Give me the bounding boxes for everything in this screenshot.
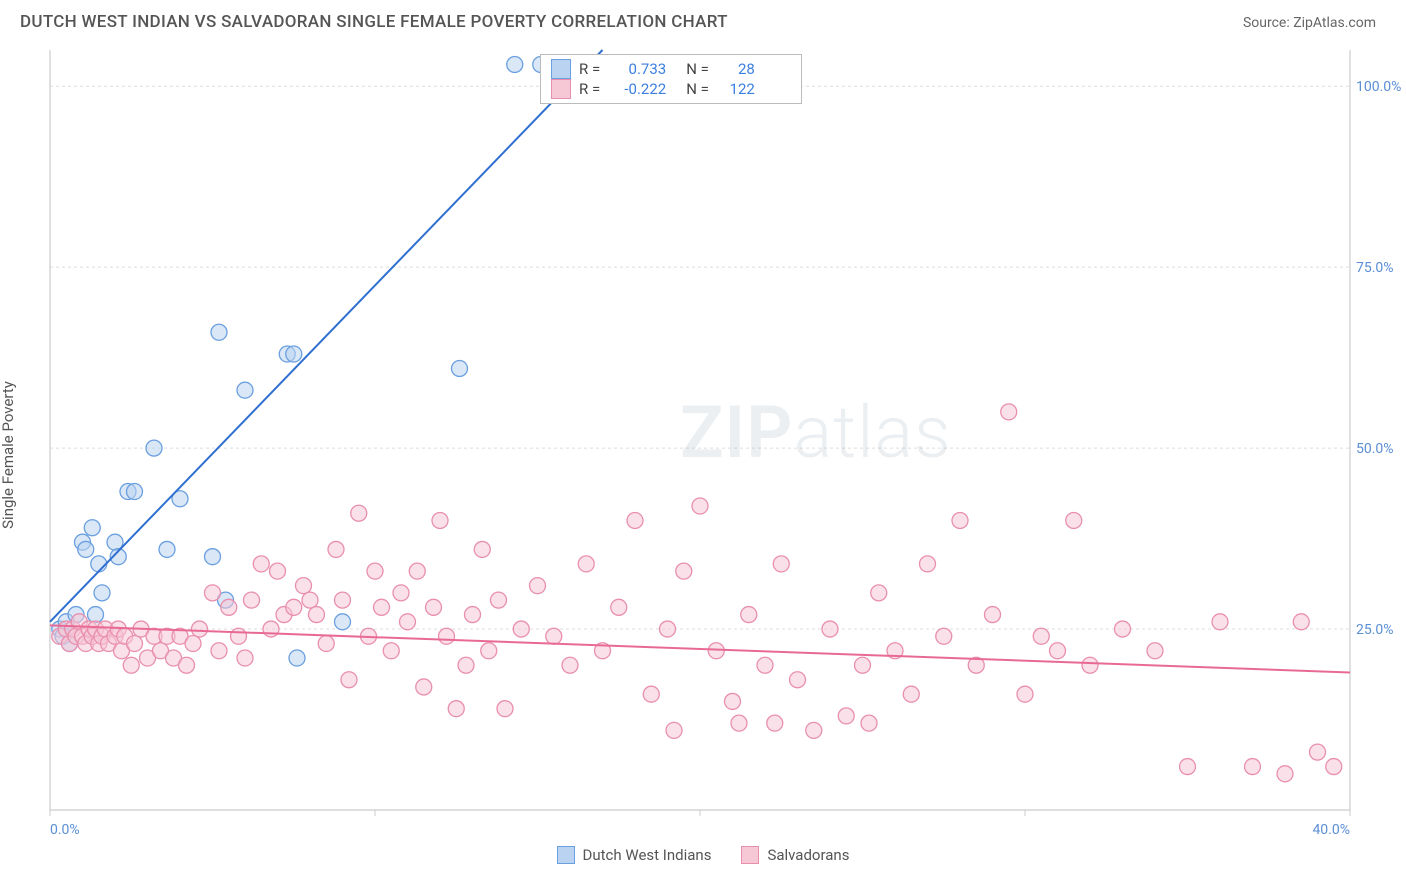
legend-item-dutch: Dutch West Indians <box>557 846 712 864</box>
svg-text:75.0%: 75.0% <box>1356 260 1394 276</box>
chart-area: Single Female Poverty 25.0% 50.0% 75.0% 100… <box>0 40 1406 870</box>
n-label: N = <box>686 80 709 98</box>
stat-row-dutch: R = 0.733 N = 28 <box>551 59 791 79</box>
source-link[interactable]: ZipAtlas.com <box>1293 15 1376 31</box>
bottom-legend: Dutch West Indians Salvadorans <box>0 840 1406 870</box>
svg-text:50.0%: 50.0% <box>1356 441 1394 457</box>
svg-text:100.0%: 100.0% <box>1356 79 1401 95</box>
chart-title: DUTCH WEST INDIAN VS SALVADORAN SINGLE F… <box>20 12 728 32</box>
r-label: R = <box>579 60 600 78</box>
source-label: Source: <box>1243 15 1293 31</box>
legend-swatch-icon <box>557 846 575 864</box>
n-value: 28 <box>717 60 755 78</box>
y-axis-label: Single Female Poverty <box>0 381 17 529</box>
legend-swatch-icon <box>741 846 759 864</box>
legend-label: Dutch West Indians <box>583 846 712 864</box>
legend-label: Salvadorans <box>767 846 849 864</box>
n-label: N = <box>686 60 709 78</box>
r-value: 0.733 <box>608 60 666 78</box>
title-bar: DUTCH WEST INDIAN VS SALVADORAN SINGLE F… <box>0 0 1406 40</box>
svg-text:40.0%: 40.0% <box>1312 822 1350 838</box>
n-value: 122 <box>717 80 755 98</box>
scatter-chart: 25.0% 50.0% 75.0% 100.0% 0.0% 40.0% <box>0 40 1406 870</box>
correlation-stats-box: R = 0.733 N = 28 R = -0.222 N = 122 <box>540 54 802 104</box>
stat-swatch-icon <box>551 59 571 79</box>
svg-text:25.0%: 25.0% <box>1356 622 1394 638</box>
stat-row-salv: R = -0.222 N = 122 <box>551 79 791 99</box>
source-attribution: Source: ZipAtlas.com <box>1243 15 1376 31</box>
r-value: -0.222 <box>608 80 666 98</box>
stat-swatch-icon <box>551 79 571 99</box>
r-label: R = <box>579 80 600 98</box>
svg-text:0.0%: 0.0% <box>50 822 80 838</box>
legend-item-salvadoran: Salvadorans <box>741 846 849 864</box>
